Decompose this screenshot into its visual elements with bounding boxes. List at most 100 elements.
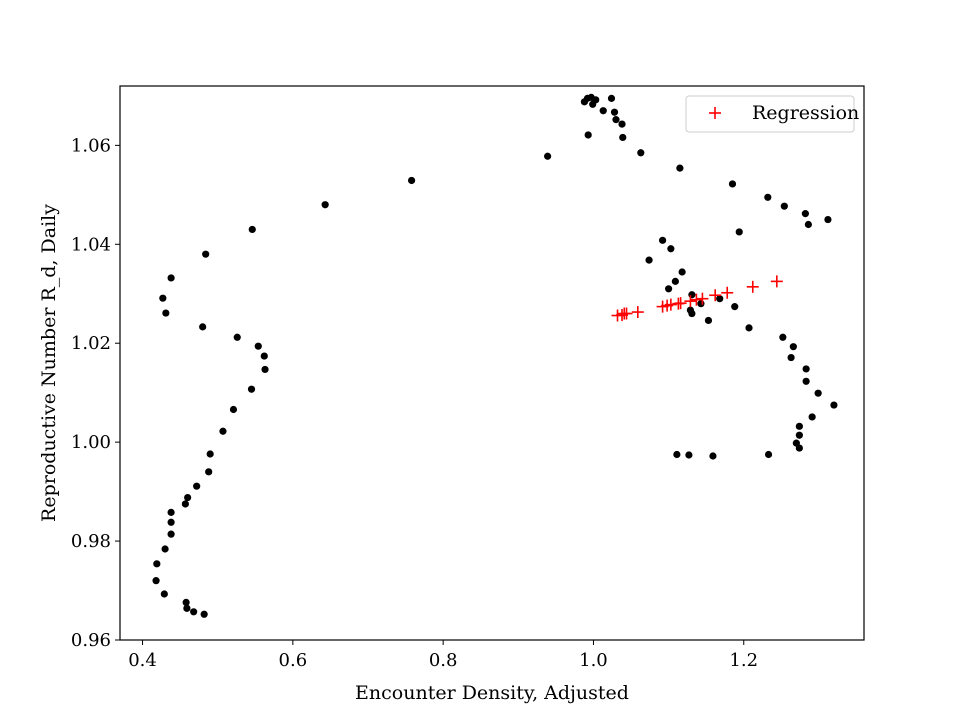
data-point (619, 133, 627, 142)
regression-point (674, 297, 687, 310)
data-point (787, 353, 795, 362)
observed-series (152, 93, 838, 618)
legend: Regression (685, 95, 859, 133)
x-tick-label: 1.0 (579, 650, 608, 671)
y-tick-label: 0.98 (71, 531, 111, 552)
data-point (735, 228, 743, 236)
data-point (676, 164, 684, 172)
data-point (167, 530, 175, 538)
data-point (779, 333, 787, 341)
regression-point (696, 292, 709, 305)
regression-point (664, 298, 677, 311)
data-point (167, 274, 175, 282)
data-point (181, 500, 189, 508)
data-point (618, 120, 626, 128)
data-point (261, 365, 269, 374)
data-point (814, 389, 822, 397)
regression-point (631, 306, 644, 319)
data-points (152, 93, 838, 618)
data-point (671, 277, 679, 285)
regression-point (620, 307, 633, 320)
data-point (673, 450, 681, 459)
y-tick-label: 1.00 (71, 432, 111, 453)
data-point (183, 604, 191, 612)
data-point (152, 577, 160, 585)
data-point (190, 608, 198, 616)
data-point (658, 236, 667, 244)
data-point (731, 303, 739, 311)
data-point (697, 300, 705, 308)
data-point (199, 323, 207, 331)
data-point (808, 413, 816, 421)
data-point (678, 268, 686, 276)
data-point (589, 100, 597, 108)
data-point (802, 377, 810, 385)
data-point (584, 131, 592, 139)
regression-point (721, 286, 734, 299)
legend-marker-regression (709, 107, 721, 119)
data-point (685, 451, 693, 459)
data-point (610, 108, 619, 116)
data-point (802, 365, 810, 373)
y-tick-label: 0.96 (71, 630, 111, 651)
data-point (704, 316, 713, 325)
regression-point (770, 275, 783, 288)
data-point (745, 324, 753, 332)
regression-point (684, 295, 697, 308)
data-point (830, 401, 838, 409)
data-point (801, 210, 809, 218)
data-point (764, 450, 773, 459)
data-point (599, 107, 607, 115)
regression-point (690, 293, 703, 306)
regression-series (611, 275, 783, 322)
x-tick-label: 0.4 (128, 650, 157, 671)
data-point (637, 149, 645, 157)
data-point (804, 220, 812, 229)
y-tick-label: 1.04 (71, 234, 111, 255)
regression-point (746, 280, 759, 293)
data-point (167, 518, 175, 526)
data-point (167, 508, 175, 516)
data-point (233, 333, 241, 341)
data-point (200, 610, 208, 618)
data-point (229, 405, 238, 414)
data-point (795, 422, 803, 430)
data-point (153, 560, 161, 568)
data-point (206, 450, 214, 458)
y-axis-label: Reproductive Number R_d, Daily (38, 204, 60, 522)
data-point (764, 193, 772, 201)
data-point (202, 250, 210, 258)
data-point (667, 245, 675, 253)
y-tick-label: 1.06 (71, 135, 111, 156)
data-point (688, 291, 696, 299)
data-point (182, 598, 190, 607)
data-point (184, 493, 192, 502)
data-point (824, 215, 832, 224)
data-point (159, 294, 167, 302)
y-tick-label: 1.02 (71, 333, 111, 354)
data-point (247, 385, 256, 393)
x-tick-label: 0.6 (279, 650, 308, 671)
data-point (205, 468, 213, 476)
data-point (193, 482, 201, 490)
data-point (607, 94, 616, 102)
data-point (795, 444, 803, 452)
plot-area (119, 85, 865, 641)
data-point (645, 256, 653, 264)
data-point (254, 342, 262, 350)
data-point (795, 431, 803, 439)
x-axis-label: Encounter Density, Adjusted (355, 682, 629, 704)
data-point (407, 176, 416, 185)
data-point (162, 309, 170, 317)
data-point (709, 452, 717, 460)
data-point (789, 343, 797, 351)
data-point (248, 225, 256, 234)
data-point (544, 152, 552, 160)
regression-point (709, 289, 722, 302)
x-tick-label: 0.8 (429, 650, 458, 671)
data-point (321, 201, 329, 209)
data-point (716, 295, 724, 303)
data-point (688, 309, 696, 318)
data-point (612, 116, 620, 124)
